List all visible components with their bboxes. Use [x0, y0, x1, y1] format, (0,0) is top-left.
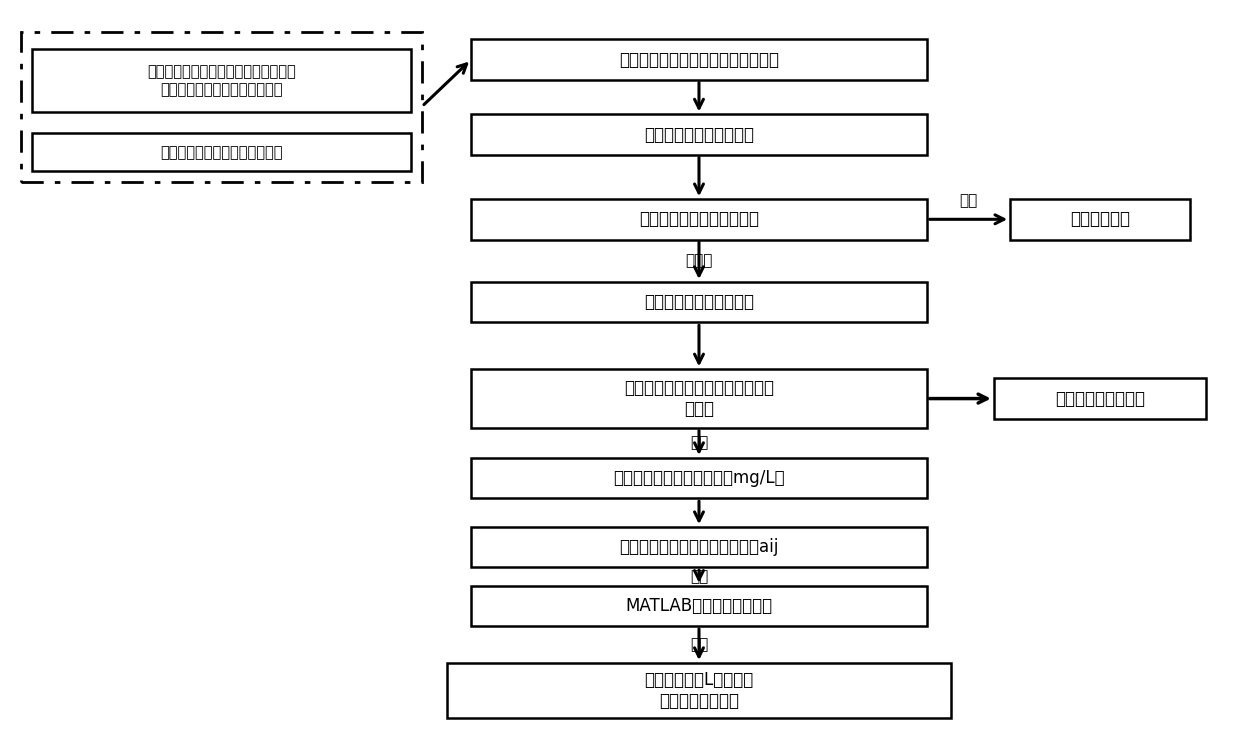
- Bar: [446, 663, 951, 718]
- Text: 一维水动力水质模型构建: 一维水动力水质模型构建: [644, 126, 754, 144]
- Bar: [471, 527, 926, 568]
- Text: 输入: 输入: [689, 569, 708, 584]
- Text: 水质控制断面污染物浓度（mg/L）: 水质控制断面污染物浓度（mg/L）: [613, 469, 785, 487]
- Bar: [471, 39, 926, 80]
- Bar: [21, 31, 422, 182]
- Text: 不达标: 不达标: [686, 253, 713, 268]
- Text: 控制一个污染源排放，其他污染源
不排放: 控制一个污染源排放，其他污染源 不排放: [624, 379, 774, 418]
- Bar: [471, 370, 926, 428]
- Text: 输出: 输出: [689, 637, 708, 652]
- Bar: [32, 48, 410, 112]
- Text: 水环境容量（L）以及经
济最优化分配方案: 水环境容量（L）以及经 济最优化分配方案: [645, 671, 754, 710]
- Text: 原始数据的收集，确定水质控制断面: 原始数据的收集，确定水质控制断面: [619, 51, 779, 69]
- Bar: [471, 115, 926, 155]
- Text: 研究范围内污染源调查（污染源数量、
位置、实际监测流量和浓度等）: 研究范围内污染源调查（污染源数量、 位置、实际监测流量和浓度等）: [148, 64, 296, 97]
- Text: 研究范围内的地形、水文数据等: 研究范围内的地形、水文数据等: [160, 145, 283, 159]
- Text: 输出: 输出: [689, 435, 708, 451]
- Bar: [471, 586, 926, 626]
- Bar: [471, 282, 926, 323]
- Bar: [32, 133, 410, 171]
- Text: 研究范围内全部污染源排放: 研究范围内全部污染源排放: [639, 210, 759, 228]
- Bar: [471, 458, 926, 498]
- Text: 改变排口，重复计算: 改变排口，重复计算: [1055, 390, 1145, 408]
- Bar: [471, 199, 926, 240]
- Text: 计算河流或河涌背景浓度: 计算河流或河涌背景浓度: [644, 293, 754, 311]
- Text: 计算每个排口污染物贡献度系数aij: 计算每个排口污染物贡献度系数aij: [619, 538, 779, 557]
- Bar: [1011, 199, 1190, 240]
- Text: 达标: 达标: [960, 194, 977, 209]
- Bar: [993, 378, 1207, 419]
- Text: 按照现状排放: 按照现状排放: [1070, 210, 1130, 228]
- Text: MATLAB编程经济优化分配: MATLAB编程经济优化分配: [625, 597, 773, 615]
